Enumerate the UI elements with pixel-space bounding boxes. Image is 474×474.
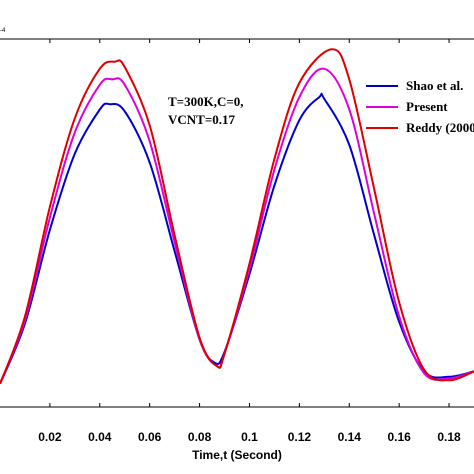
series-line-3 bbox=[0, 48, 474, 385]
x-tick-label: 0.08 bbox=[188, 430, 212, 444]
legend: Shao et al. Present Reddy (2000) bbox=[366, 78, 474, 135]
x-axis-label: Time,t (Second) bbox=[192, 448, 282, 462]
corner-label: -4 bbox=[0, 28, 6, 34]
x-tick-label: 0.1 bbox=[241, 430, 258, 444]
series-line-1 bbox=[0, 92, 474, 385]
x-tick-labels: 0.02 0.04 0.06 0.08 0.1 0.12 0.14 0.16 0.18 bbox=[38, 430, 461, 444]
x-tick-label: 0.04 bbox=[88, 430, 112, 444]
annotation-line-2: VCNT=0.17 bbox=[168, 112, 235, 127]
x-tick-label: 0.18 bbox=[437, 430, 461, 444]
legend-label-3: Reddy (2000) bbox=[406, 120, 474, 135]
x-tick-label: 0.02 bbox=[38, 430, 62, 444]
x-ticks bbox=[49, 39, 450, 407]
annotation-line-1: T=300K,C=0, bbox=[168, 94, 244, 109]
legend-label-1: Shao et al. bbox=[406, 78, 463, 93]
x-tick-label: 0.14 bbox=[338, 430, 362, 444]
series-line-2 bbox=[0, 67, 474, 385]
series-group bbox=[0, 48, 474, 385]
x-tick-label: 0.06 bbox=[138, 430, 162, 444]
x-tick-label: 0.12 bbox=[288, 430, 312, 444]
legend-label-2: Present bbox=[406, 99, 448, 114]
plot-area bbox=[0, 38, 474, 408]
x-tick-label: 0.16 bbox=[387, 430, 411, 444]
